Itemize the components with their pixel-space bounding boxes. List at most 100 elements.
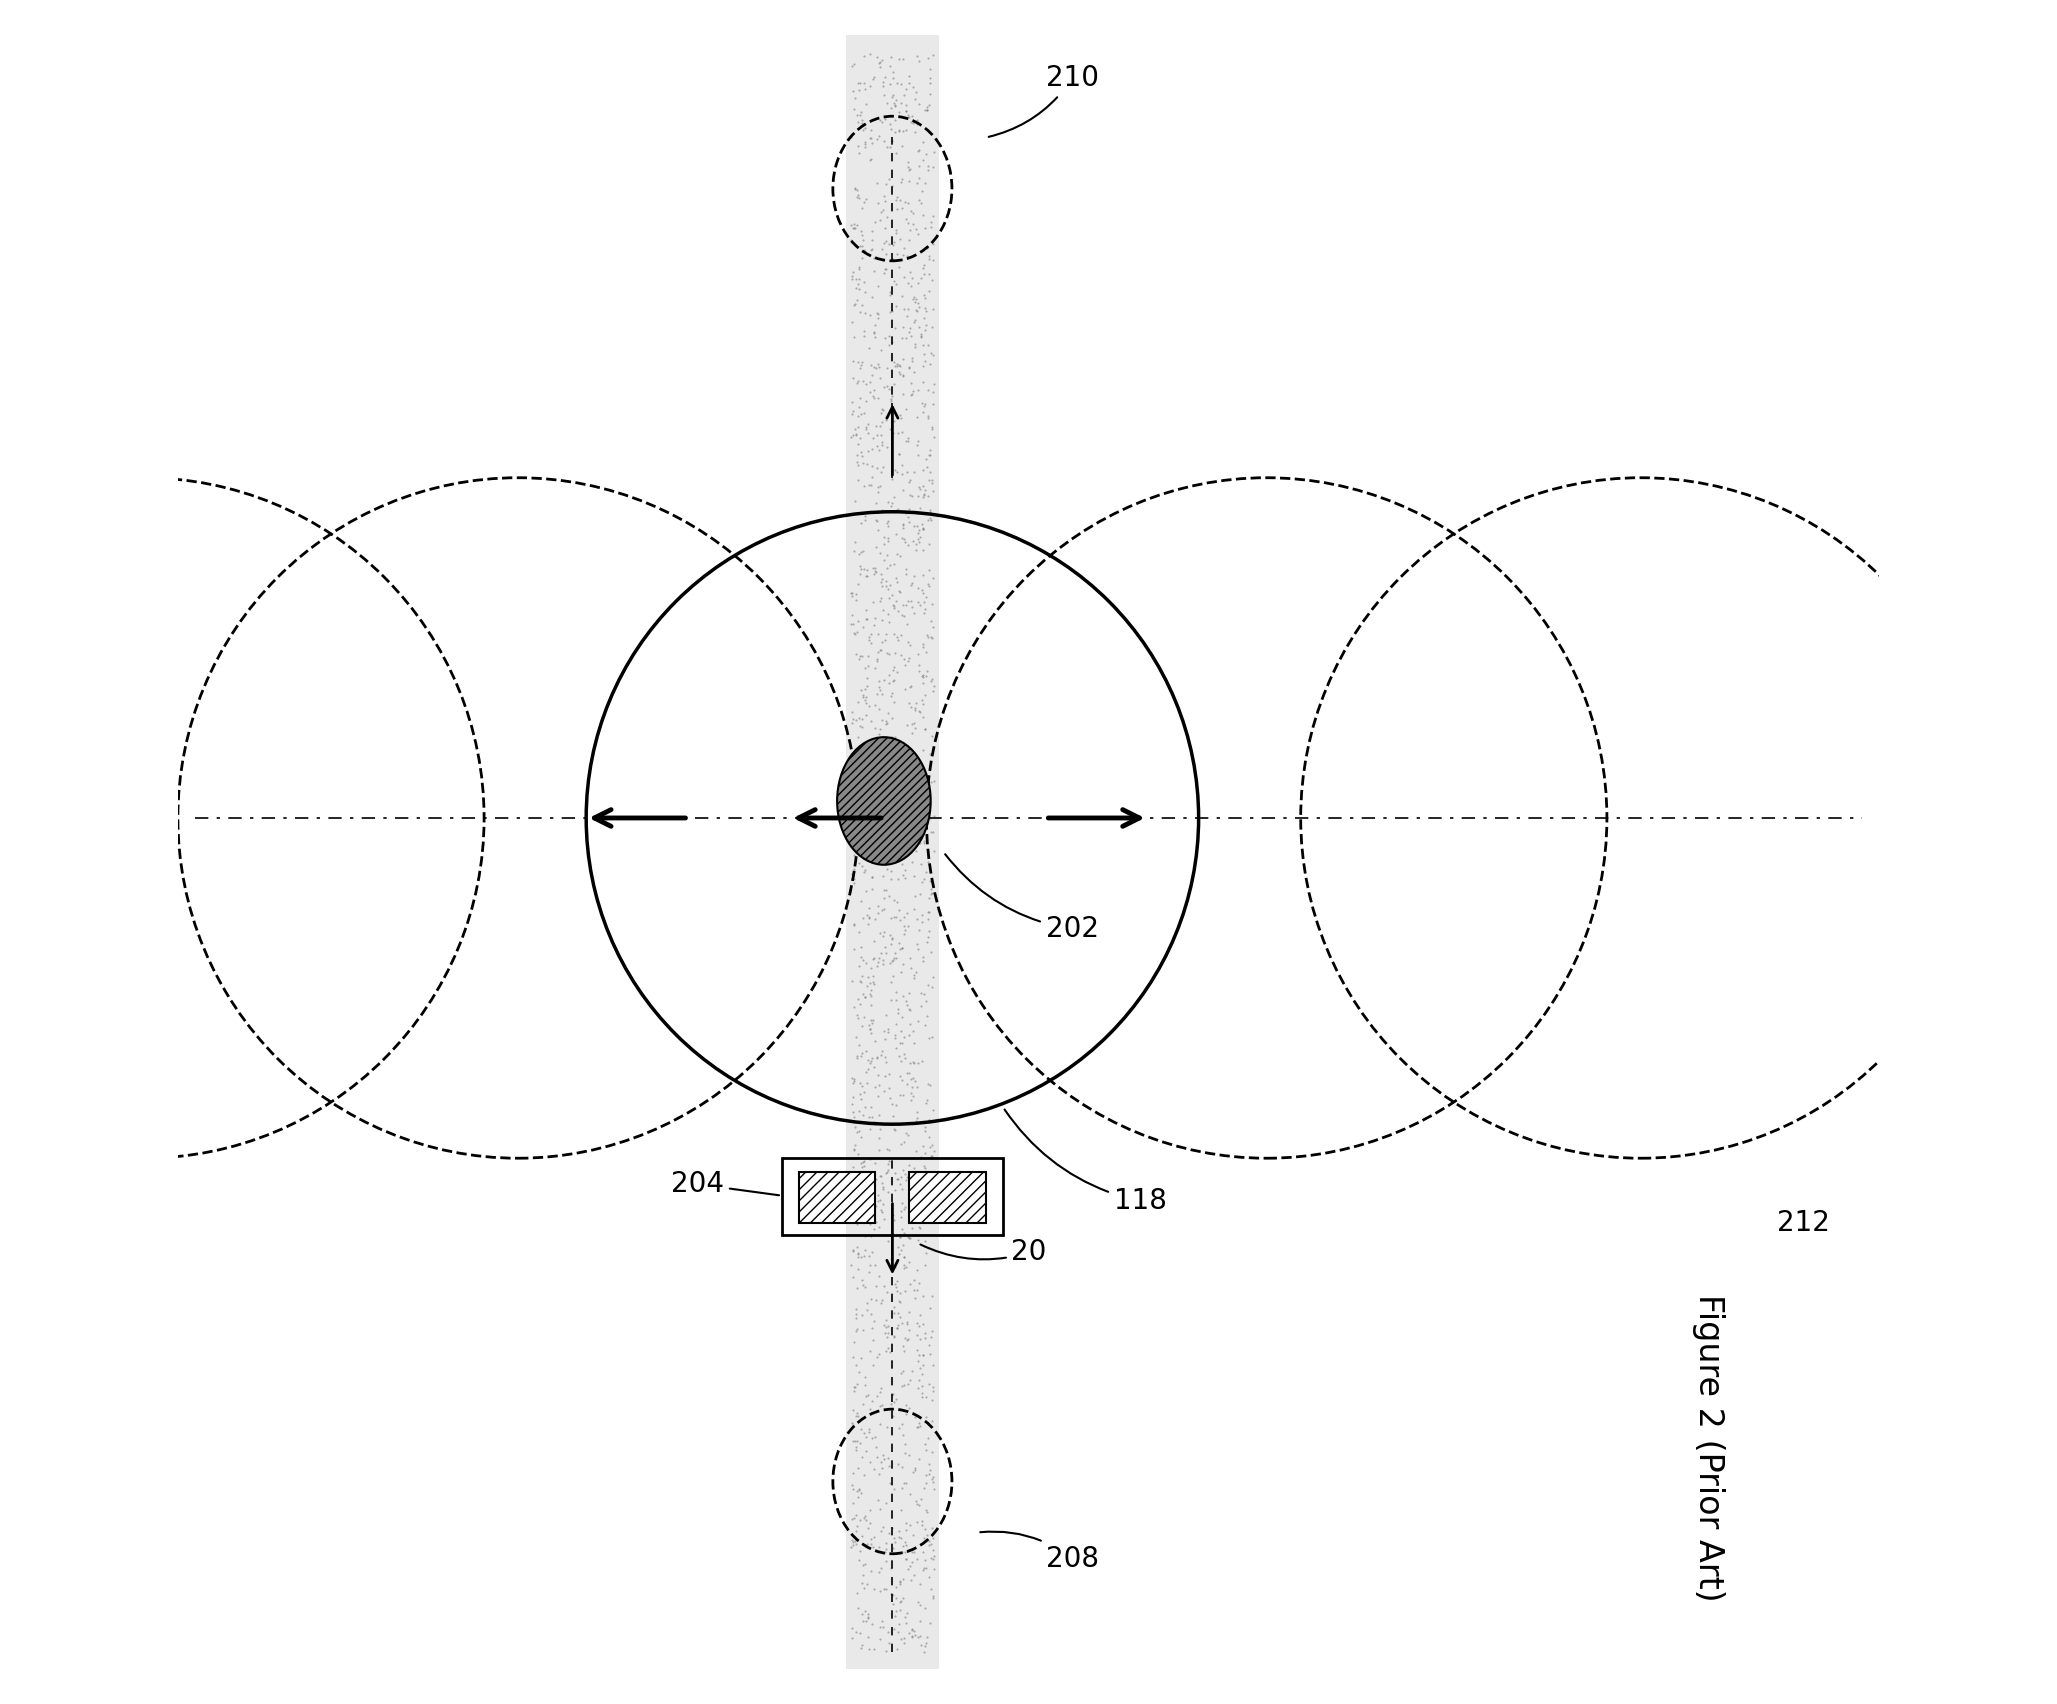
Point <box>917 818 950 845</box>
Point <box>878 903 911 930</box>
Point <box>915 939 948 966</box>
Point <box>868 821 901 849</box>
Point <box>872 1016 905 1043</box>
Text: 210: 210 <box>989 65 1098 136</box>
Point <box>852 1046 885 1074</box>
Point <box>874 724 907 751</box>
Point <box>852 808 885 835</box>
Point <box>905 1143 938 1171</box>
Point <box>887 1421 919 1448</box>
Point <box>872 1060 905 1087</box>
Point <box>845 1166 878 1193</box>
Point <box>878 653 911 680</box>
Point <box>895 1074 928 1101</box>
Point <box>866 1176 899 1203</box>
Point <box>837 1428 870 1455</box>
Point <box>917 370 950 397</box>
Point <box>901 641 934 668</box>
Point <box>843 990 876 1017</box>
Point <box>909 859 942 886</box>
Point <box>841 953 874 980</box>
Point <box>843 968 876 995</box>
Point <box>880 1273 913 1300</box>
Point <box>864 1494 897 1522</box>
Point <box>913 65 946 92</box>
Point <box>860 1193 893 1220</box>
Text: 212: 212 <box>1777 1210 1831 1237</box>
Point <box>915 722 948 750</box>
Point <box>901 1336 934 1363</box>
Point <box>843 934 876 961</box>
Point <box>845 1600 878 1627</box>
Point <box>874 857 907 884</box>
Point <box>901 1508 934 1535</box>
Point <box>909 215 942 242</box>
Point <box>835 53 868 80</box>
Point <box>841 131 874 158</box>
Point <box>864 1517 897 1544</box>
Point <box>893 259 926 286</box>
Point <box>915 818 948 845</box>
Point <box>887 515 919 542</box>
Point <box>913 504 946 532</box>
Point <box>887 324 919 351</box>
Point <box>891 1164 924 1191</box>
Point <box>911 331 944 358</box>
Point <box>850 1222 882 1249</box>
Point <box>895 273 928 300</box>
Point <box>876 1201 909 1229</box>
Point <box>897 1065 930 1092</box>
Point <box>872 576 905 603</box>
Text: 204: 204 <box>671 1171 780 1198</box>
Point <box>858 385 891 412</box>
Point <box>882 496 915 523</box>
Point <box>895 1539 928 1566</box>
Point <box>852 624 885 651</box>
Point <box>852 450 885 477</box>
Point <box>882 1523 915 1551</box>
Point <box>909 1319 942 1346</box>
Point <box>845 1244 878 1271</box>
Point <box>845 538 878 566</box>
Point <box>852 673 885 700</box>
Point <box>893 995 926 1022</box>
Point <box>901 298 934 325</box>
Point <box>843 1344 876 1372</box>
Point <box>843 734 876 762</box>
Point <box>835 308 868 336</box>
Point <box>897 1617 930 1644</box>
Point <box>866 896 899 924</box>
Point <box>845 1177 878 1205</box>
Point <box>852 767 885 794</box>
Point <box>905 869 938 896</box>
Point <box>864 767 897 794</box>
Point <box>889 395 922 423</box>
Point <box>874 682 907 709</box>
Point <box>872 1452 905 1479</box>
Point <box>866 1198 899 1225</box>
Point <box>864 676 897 704</box>
Point <box>845 705 878 733</box>
Point <box>887 1157 919 1184</box>
Point <box>839 441 872 469</box>
Point <box>850 416 882 443</box>
Point <box>911 453 944 481</box>
Point <box>887 1004 919 1031</box>
Point <box>901 525 934 552</box>
Point <box>843 1547 876 1574</box>
Point <box>874 1338 907 1365</box>
Point <box>868 934 901 961</box>
Point <box>874 385 907 412</box>
Point <box>839 1501 872 1528</box>
Point <box>882 351 915 378</box>
Point <box>862 1125 895 1152</box>
Point <box>868 63 901 90</box>
Point <box>835 1409 868 1436</box>
Point <box>903 1225 936 1252</box>
Point <box>837 1169 870 1196</box>
Point <box>882 1166 915 1193</box>
Point <box>899 215 932 242</box>
Point <box>878 639 911 666</box>
Point <box>899 118 932 145</box>
Point <box>843 1080 876 1108</box>
